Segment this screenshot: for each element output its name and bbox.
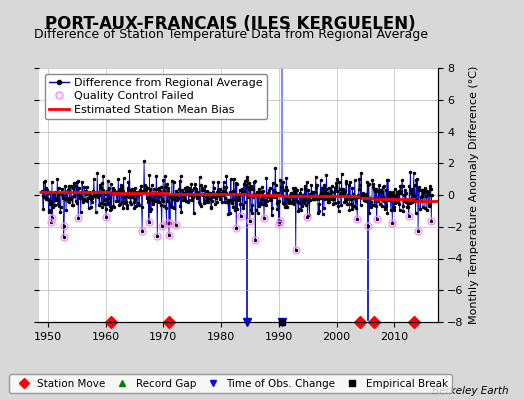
Legend: Difference from Regional Average, Quality Control Failed, Estimated Station Mean: Difference from Regional Average, Qualit… [45,74,267,119]
Text: Difference of Station Temperature Data from Regional Average: Difference of Station Temperature Data f… [34,28,428,41]
Text: Berkeley Earth: Berkeley Earth [432,386,508,396]
Legend: Station Move, Record Gap, Time of Obs. Change, Empirical Break: Station Move, Record Gap, Time of Obs. C… [9,374,452,393]
Text: PORT-AUX-FRANCAIS (ILES KERGUELEN): PORT-AUX-FRANCAIS (ILES KERGUELEN) [45,15,416,33]
Y-axis label: Monthly Temperature Anomaly Difference (°C): Monthly Temperature Anomaly Difference (… [470,66,479,324]
